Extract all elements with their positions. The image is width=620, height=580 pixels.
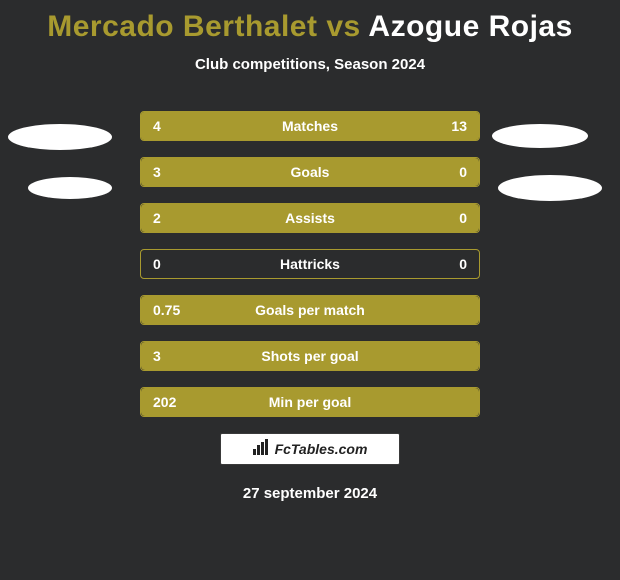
source-badge-text: FcTables.com xyxy=(275,441,368,457)
stat-label: Goals per match xyxy=(255,302,365,318)
stat-row: 4 Matches 13 xyxy=(140,111,480,141)
source-badge[interactable]: FcTables.com xyxy=(220,433,400,465)
stat-label: Min per goal xyxy=(269,394,351,410)
subtitle: Club competitions, Season 2024 xyxy=(0,56,620,73)
title-vs: vs xyxy=(326,10,360,43)
stat-label: Assists xyxy=(285,210,335,226)
stat-row: 3 Shots per goal xyxy=(140,341,480,371)
stat-value-left: 4 xyxy=(153,118,161,134)
decorative-ellipse xyxy=(8,124,112,150)
stat-row: 3 Goals 0 xyxy=(140,157,480,187)
comparison-title: Mercado Berthalet vs Azogue Rojas xyxy=(0,0,620,44)
stat-label: Goals xyxy=(291,164,330,180)
stat-value-right: 0 xyxy=(459,256,467,272)
stat-value-left: 0 xyxy=(153,256,161,272)
decorative-ellipse xyxy=(492,124,588,148)
stat-label: Matches xyxy=(282,118,338,134)
title-right-player: Azogue Rojas xyxy=(368,10,572,43)
stat-row: 202 Min per goal xyxy=(140,387,480,417)
stat-label: Hattricks xyxy=(280,256,340,272)
stat-row: 2 Assists 0 xyxy=(140,203,480,233)
stat-value-left: 202 xyxy=(153,394,176,410)
title-left-player: Mercado Berthalet xyxy=(47,10,317,43)
stat-value-left: 3 xyxy=(153,348,161,364)
stat-value-left: 3 xyxy=(153,164,161,180)
stat-value-right: 0 xyxy=(459,164,467,180)
stat-value-right: 13 xyxy=(451,118,467,134)
stat-row: 0 Hattricks 0 xyxy=(140,249,480,279)
stats-rows: 4 Matches 13 3 Goals 0 2 Assists 0 0 Hattricks 0 0.7… xyxy=(0,111,620,417)
stat-value-left: 0.75 xyxy=(153,302,180,318)
stat-value-right: 0 xyxy=(459,210,467,226)
decorative-ellipse xyxy=(498,175,602,201)
date-label: 27 september 2024 xyxy=(0,485,620,502)
bars-icon xyxy=(253,439,271,460)
stat-fill-right xyxy=(220,112,479,140)
stat-label: Shots per goal xyxy=(261,348,358,364)
stat-row: 0.75 Goals per match xyxy=(140,295,480,325)
decorative-ellipse xyxy=(28,177,112,199)
stat-value-left: 2 xyxy=(153,210,161,226)
